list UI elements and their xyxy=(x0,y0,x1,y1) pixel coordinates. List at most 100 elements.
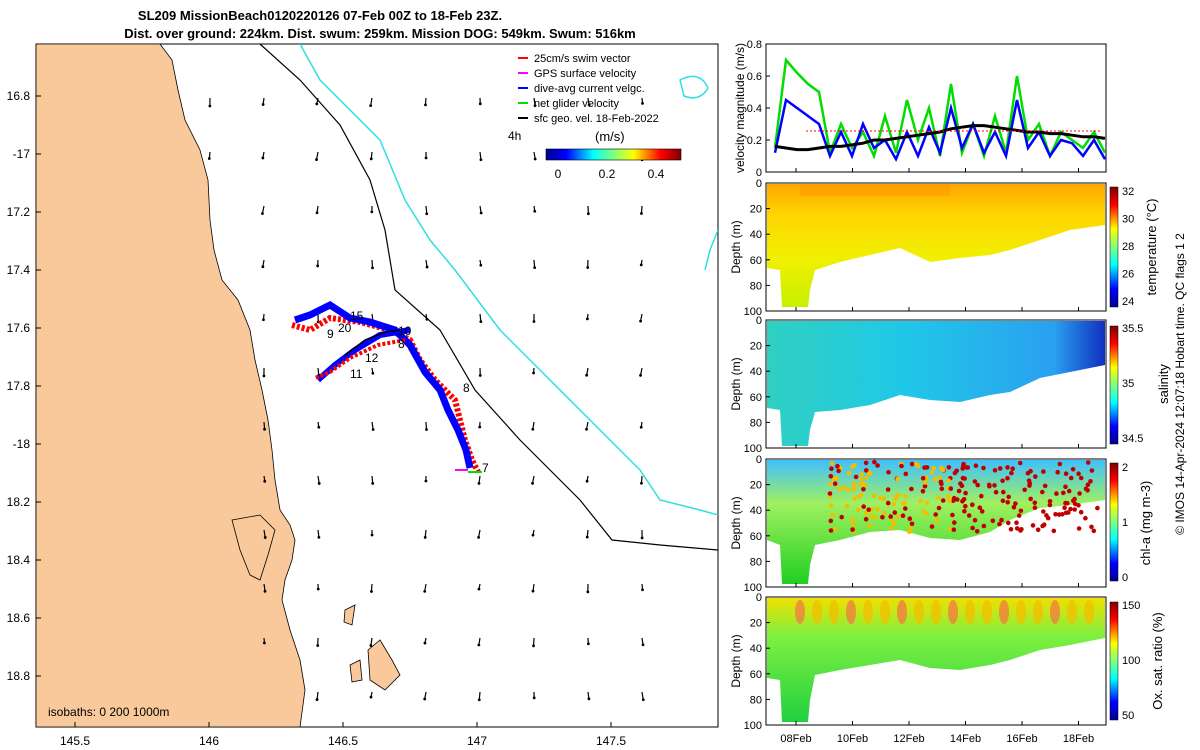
chla-sample-dot xyxy=(1033,474,1038,479)
velocity-vector-head xyxy=(315,158,318,161)
chla-sample-dot xyxy=(1027,481,1033,486)
chla-sample-dot xyxy=(1041,509,1046,514)
velocity-series xyxy=(773,57,1107,163)
chla-colorbar xyxy=(1109,462,1119,582)
chla-sample-dot xyxy=(1006,494,1011,500)
chla-sample-dot xyxy=(846,471,852,476)
chla-sample-dot xyxy=(1008,527,1014,532)
chla-sample-dot xyxy=(986,482,992,488)
velocity-vector-head xyxy=(531,589,535,593)
chla-sample-dot xyxy=(1014,526,1020,531)
chla-sample-dot xyxy=(850,527,855,532)
velocity-ytick-label: 0.6 xyxy=(747,71,762,83)
oxygen-colorbar xyxy=(1109,601,1119,721)
depth-tick-label: 60 xyxy=(750,255,762,267)
chla-sample-dot xyxy=(963,490,968,496)
depth-tick-label: 80 xyxy=(750,280,762,292)
chla-sample-dot xyxy=(909,461,915,467)
velocity-magnitude-panel[interactable]: 0 0.2 0.4 0.6 0.8 velocity magnitude (m/s) xyxy=(733,39,1107,179)
velocity-vector-head xyxy=(317,425,321,429)
chla-sample-dot xyxy=(1006,520,1011,526)
chla-sample-dot xyxy=(850,464,855,470)
oxygen-band xyxy=(812,600,822,624)
chla-sample-dot xyxy=(827,491,833,496)
chla-sample-dot xyxy=(1068,506,1073,512)
velocity-vector-head xyxy=(533,104,537,108)
colorbar-tick-label: 100 xyxy=(1122,655,1140,667)
chart-title-line2: Dist. over ground: 224km. Dist. swum: 25… xyxy=(124,26,636,41)
chla-sample-dot xyxy=(828,474,834,479)
day-label: 12 xyxy=(365,351,379,365)
velocity-ylabel: velocity magnitude (m/s) xyxy=(733,43,747,173)
chla-sample-dot xyxy=(972,479,978,484)
chla-sample-dot xyxy=(837,486,842,492)
chla-sample-dot xyxy=(974,529,980,534)
chla-sample-dot xyxy=(841,485,847,491)
chla-sample-dot xyxy=(1088,479,1093,484)
chla-sample-dot xyxy=(1001,489,1006,495)
chla-sample-dot xyxy=(1047,502,1053,508)
temperature-warm-surface xyxy=(800,184,950,196)
velocity-vector-head xyxy=(531,481,534,485)
chla-sample-dot xyxy=(955,497,960,502)
chla-sample-dot xyxy=(895,476,900,482)
chla-sample-dot xyxy=(1022,487,1027,493)
isobath-1000-reef xyxy=(679,75,718,271)
velocity-vector-head xyxy=(369,644,373,647)
chla-panel[interactable]: 0 20 40 60 80 100 Depth (m) 2 1 0 chl-a (mg m-3… xyxy=(729,454,1153,594)
chla-sample-dot xyxy=(872,459,877,465)
chla-sample-dot xyxy=(948,486,954,491)
oxygen-depth-axis: 0 20 40 60 80 100 xyxy=(744,592,770,732)
lat-tick-label: 17.4 xyxy=(7,263,31,277)
chla-sample-dot xyxy=(931,465,936,471)
salinity-panel[interactable]: 0 20 40 60 80 100 Depth (m) 35.5 35 34.5 salini… xyxy=(729,315,1171,455)
velocity-vector-head xyxy=(533,266,537,270)
velocity-ytick-label: 0.2 xyxy=(747,135,762,147)
chla-sample-dot xyxy=(1089,524,1094,530)
chla-sample-dot xyxy=(932,477,938,482)
chla-sample-dot xyxy=(1042,483,1048,489)
chla-sample-dot xyxy=(972,517,978,523)
colorbar-tick-label: 1 xyxy=(1122,517,1128,529)
velocity-vector-head xyxy=(315,698,319,701)
depth-tick-label: 80 xyxy=(750,556,762,568)
island-palm xyxy=(343,604,401,691)
chla-sample-dot xyxy=(940,467,946,473)
chla-sample-dot xyxy=(1028,496,1033,502)
velocity-vector-head xyxy=(639,263,643,267)
depth-tick-label: 20 xyxy=(750,480,762,492)
temperature-panel[interactable]: 0 20 40 60 80 100 Depth (m) 32 30 28 26 24 temper… xyxy=(729,178,1159,318)
chla-sample-dot xyxy=(947,526,953,532)
velocity-vector-head xyxy=(369,104,373,108)
velocity-vector-head xyxy=(317,482,321,485)
velocity-vector-head xyxy=(477,643,481,647)
chla-sample-dot xyxy=(885,487,891,492)
chla-sample-dot xyxy=(1063,484,1068,490)
oxygen-panel[interactable]: 0 20 40 60 80 100 Depth (m) 150 100 50 Ox. sat.… xyxy=(729,592,1165,732)
chla-sample-dot xyxy=(946,465,952,470)
velocity-vector-head xyxy=(369,695,373,699)
chla-sample-dot xyxy=(867,471,873,477)
oxygen-band xyxy=(1084,600,1094,624)
chla-sample-dot xyxy=(961,497,967,502)
chla-sample-dot xyxy=(908,526,913,531)
oxygen-band xyxy=(1033,600,1043,624)
time-label: 4h xyxy=(508,129,521,143)
velocity-vector-head xyxy=(371,482,375,485)
chla-sample-dot xyxy=(1078,475,1084,481)
chla-sample-dot xyxy=(1035,527,1041,533)
velocity-vector-head xyxy=(479,211,483,215)
isobath-200 xyxy=(259,44,718,551)
velocity-vector-head xyxy=(479,158,483,162)
chla-sample-dot xyxy=(907,529,912,535)
colorbar-tick-label: 0.2 xyxy=(599,167,616,181)
velocity-vector-head xyxy=(262,318,265,322)
chla-sample-dot xyxy=(858,492,864,498)
chla-sample-dot xyxy=(992,468,998,473)
legend-entry: net glider velocity xyxy=(534,98,619,110)
chla-sample-dot xyxy=(853,474,859,480)
velocity-vector-head xyxy=(371,266,374,270)
chla-sample-dot xyxy=(1051,528,1057,534)
chla-sample-dot xyxy=(981,465,986,471)
